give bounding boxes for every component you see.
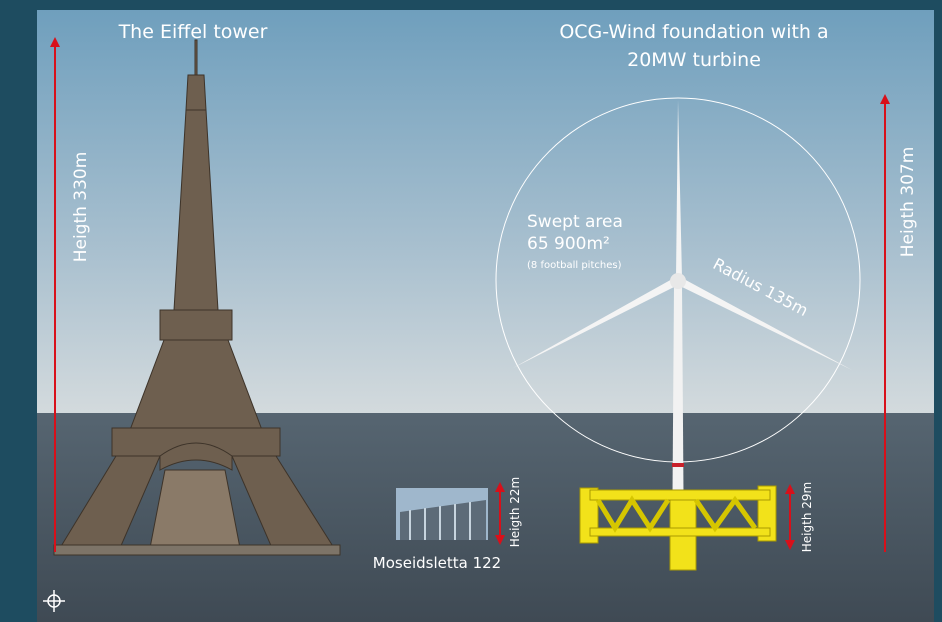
building-photo (396, 488, 488, 540)
turbine-title: OCG-Wind foundation with a (559, 21, 828, 43)
height-label: Heigth 29m (800, 482, 814, 552)
swept-area-value: 65 900m² (527, 234, 610, 254)
building-name: Moseidsletta 122 (373, 554, 501, 572)
turbine-title: 20MW turbine (627, 49, 761, 71)
height-label: Heigth 330m (71, 152, 91, 263)
swept-area-title: Swept area (527, 212, 623, 232)
height-label: Heigth 307m (898, 147, 918, 258)
infographic: The Eiffel tower OCG-Wind foundation wit… (0, 0, 942, 622)
page: The Eiffel tower OCG-Wind foundation wit… (0, 0, 942, 622)
eiffel-title: The Eiffel tower (118, 21, 268, 43)
height-label: Heigth 22m (508, 477, 522, 547)
swept-area-note: (8 football pitches) (527, 260, 622, 271)
